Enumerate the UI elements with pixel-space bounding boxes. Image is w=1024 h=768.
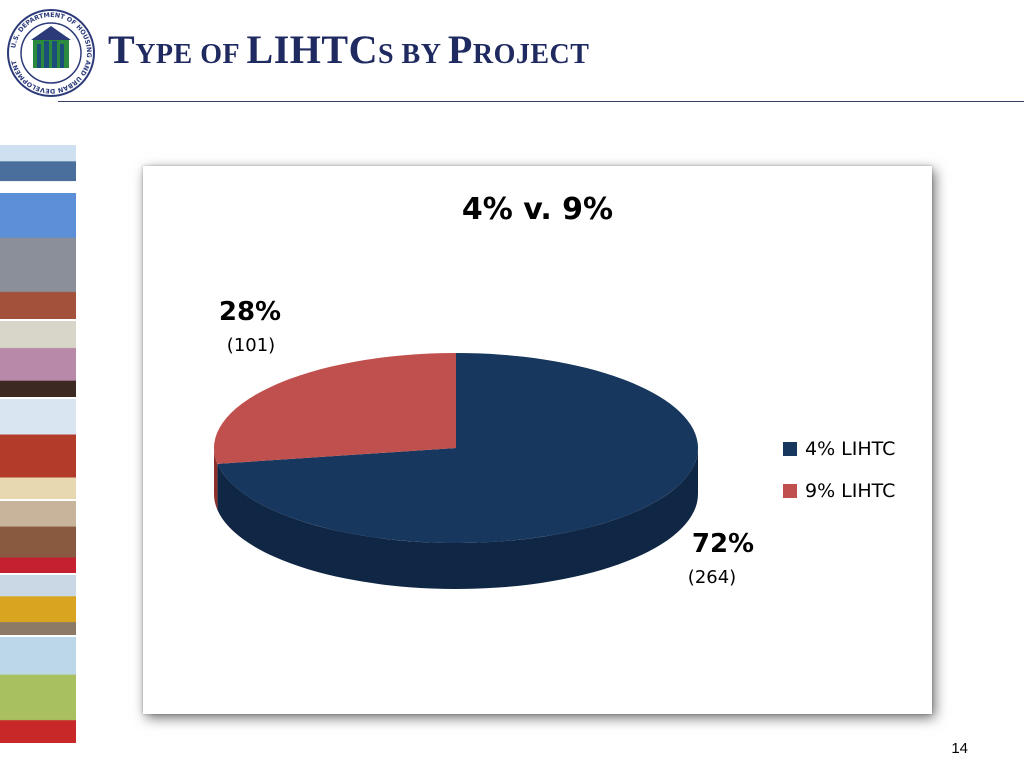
photo-house — [0, 145, 76, 191]
title-divider — [58, 101, 1024, 102]
legend-label-9pct: 9% LIHTC — [805, 480, 896, 502]
title-part-2: LIHTC — [246, 27, 378, 72]
photo-family — [0, 501, 76, 573]
pie-side-1-0 — [214, 448, 218, 510]
title-part-3: S BY — [377, 39, 448, 70]
chart-panel: 4% v. 9% 72% (264) 28% (101) 4% LIHTC 9% LI… — [143, 166, 932, 714]
photo-storefront — [0, 637, 76, 743]
chart-title: 4% v. 9% — [461, 192, 614, 227]
pie-side-0-0 — [217, 448, 698, 589]
photo-brick-building — [0, 399, 76, 499]
photo-strip — [0, 145, 76, 765]
legend-label-4pct: 4% LIHTC — [805, 438, 896, 460]
page-number: 14 — [951, 740, 968, 757]
photo-resident — [0, 321, 76, 397]
photo-construction — [0, 575, 76, 635]
pie-chart: 72% (264) 28% (101) — [214, 297, 754, 589]
data-label-count-1: (101) — [227, 335, 275, 356]
legend-item-4pct: 4% LIHTC — [783, 438, 896, 460]
chart-legend: 4% LIHTC 9% LIHTC — [783, 438, 896, 523]
legend-item-9pct: 9% LIHTC — [783, 480, 896, 502]
photo-city-skyline — [0, 193, 76, 319]
data-label-count-0: (264) — [688, 567, 736, 588]
title-part-5: ROJECT — [472, 39, 590, 70]
hud-seal-logo: U.S. DEPARTMENT OF HOUSING AND URBAN DEV… — [7, 9, 95, 97]
pie-slice-9pct — [214, 353, 456, 464]
legend-swatch-9pct — [783, 484, 797, 498]
title-part-1: YPE OF — [135, 39, 247, 70]
data-label-percent-0: 72% — [692, 529, 754, 559]
title-part-4: P — [447, 27, 473, 72]
data-label-percent-1: 28% — [219, 297, 281, 327]
title-part-0: T — [108, 27, 136, 72]
legend-swatch-4pct — [783, 442, 797, 456]
pie-slice-4pct — [217, 353, 698, 543]
slide-title: TYPE OF LIHTCS BY PROJECT — [108, 26, 589, 73]
